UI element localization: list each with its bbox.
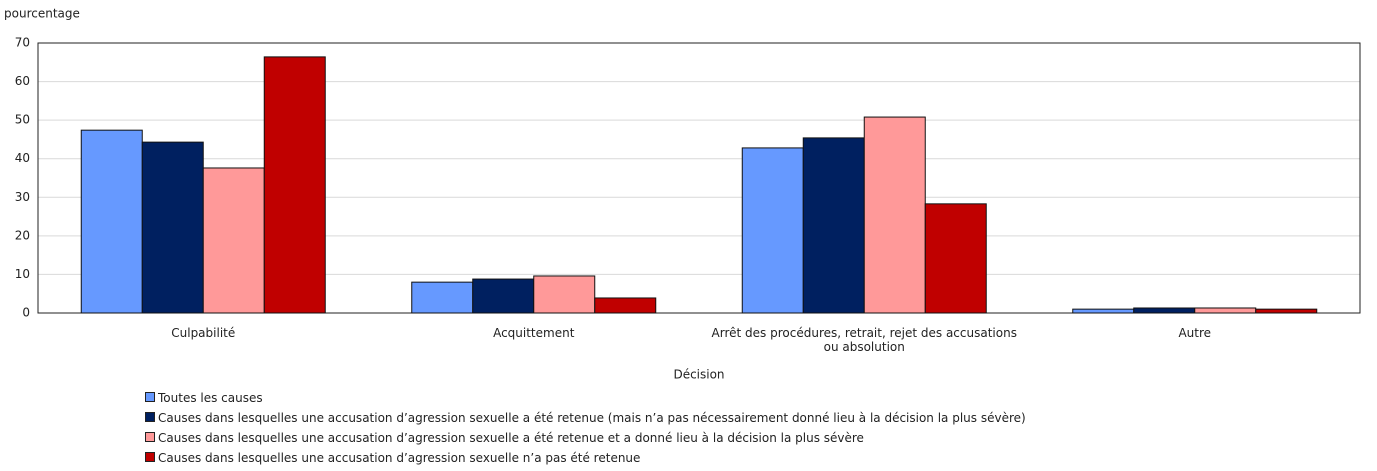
bar	[411, 281, 474, 314]
bar	[924, 203, 987, 314]
x-tick-label: Autre	[1178, 326, 1212, 340]
x-tick-label: Arrêt des procédures, retrait, rejet des…	[711, 326, 1017, 354]
bar	[863, 116, 926, 314]
bar	[202, 167, 265, 314]
bar	[472, 278, 535, 314]
y-axis-label: pourcentage	[4, 7, 80, 21]
legend-label: Causes dans lesquelles une accusation d’…	[158, 431, 864, 445]
legend-swatch	[145, 392, 155, 402]
bar	[594, 297, 657, 314]
bar	[1133, 307, 1196, 314]
y-tick-label: 20	[15, 228, 30, 242]
x-tick-label: Culpabilité	[171, 326, 236, 340]
legend-swatch	[145, 432, 155, 442]
bar	[263, 56, 326, 314]
y-tick-label: 0	[22, 306, 30, 320]
legend-swatch	[145, 412, 155, 422]
y-tick-label: 60	[15, 74, 30, 88]
bar	[141, 141, 204, 314]
legend-label: Toutes les causes	[158, 391, 263, 405]
x-tick-label: Acquittement	[493, 326, 575, 340]
legend-item: Toutes les causes	[145, 391, 263, 405]
legend-item: Causes dans lesquelles une accusation d’…	[145, 411, 1026, 425]
legend-label: Causes dans lesquelles une accusation d’…	[158, 411, 1026, 425]
y-tick-label: 30	[15, 190, 30, 204]
y-tick-label: 50	[15, 113, 30, 127]
y-tick-label: 40	[15, 151, 30, 165]
plot-frame	[37, 42, 1361, 314]
y-tick-label: 10	[15, 267, 30, 281]
bar	[1194, 307, 1257, 314]
bar	[533, 275, 596, 314]
legend-label: Causes dans lesquelles une accusation d’…	[158, 451, 641, 465]
bar	[802, 137, 865, 314]
legend-swatch	[145, 452, 155, 462]
legend-item: Causes dans lesquelles une accusation d’…	[145, 451, 640, 465]
x-axis-label: Décision	[673, 368, 724, 382]
bar	[1072, 308, 1135, 314]
bar	[1255, 308, 1318, 314]
bar	[80, 129, 143, 314]
y-tick-label: 70	[15, 36, 30, 50]
bar	[741, 147, 804, 314]
legend-item: Causes dans lesquelles une accusation d’…	[145, 431, 864, 445]
